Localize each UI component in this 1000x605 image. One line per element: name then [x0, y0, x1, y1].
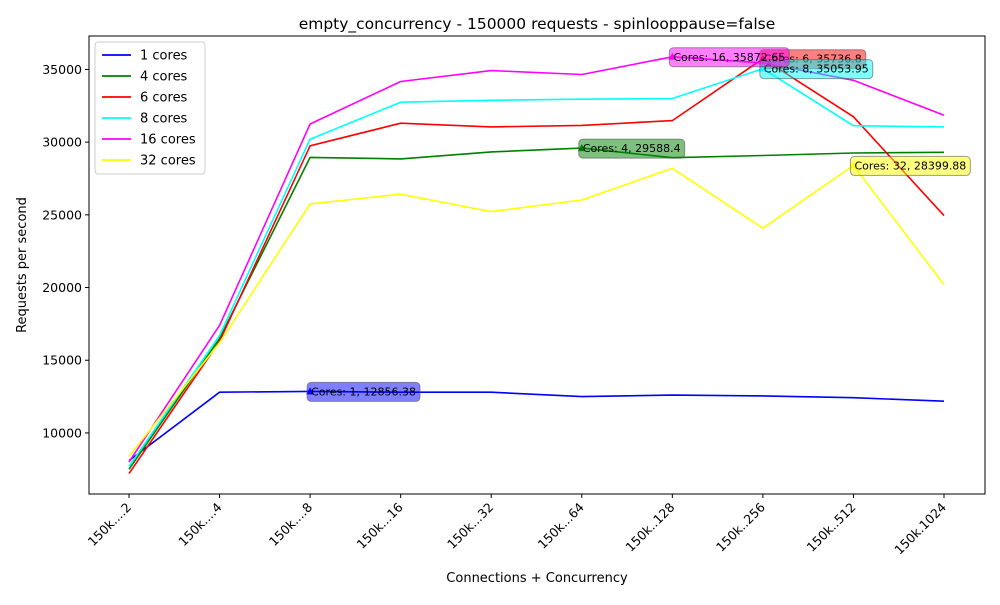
series-line-1-cores	[128, 390, 945, 462]
x-tick-label: 150k....4	[175, 499, 224, 548]
y-tick-label: 25000	[42, 207, 82, 222]
y-tick-label: 10000	[42, 425, 82, 440]
y-axis-label: Requests per second	[15, 197, 30, 333]
x-tick-label: 150k...16	[354, 499, 406, 551]
series-lines	[128, 55, 945, 475]
legend-box	[94, 41, 206, 175]
x-tick-label: 150k....8	[266, 499, 315, 548]
annotation-box	[578, 138, 686, 159]
x-axis-ticks: 150k....2 150k....4 150k....8 150k...16 150k…	[85, 494, 949, 557]
annotation-1-cores: Cores: 1, 12856.38	[306, 381, 421, 402]
x-tick-label: 150k..512	[803, 500, 858, 555]
x-tick-label: 150k...64	[535, 499, 587, 551]
chart-title: empty_concurrency - 150000 requests - sp…	[299, 15, 776, 34]
annotation-4-cores: Cores: 4, 29588.4	[578, 138, 686, 159]
y-tick-label: 20000	[42, 280, 82, 295]
legend-label-32-cores: 32 cores	[140, 154, 196, 169]
series-line-8-cores	[128, 67, 945, 467]
annotation-box	[668, 47, 790, 68]
annotations: Cores: 1, 12856.38 Cores: 4, 29588.4 Cores…	[306, 47, 971, 402]
plot-area	[88, 35, 986, 495]
x-axis-label: Connections + Concurrency	[446, 571, 628, 586]
y-tick-label: 15000	[42, 353, 82, 368]
x-tick-label: 150k..256	[713, 499, 768, 554]
y-tick-label: 30000	[42, 135, 82, 150]
legend-label-16-cores: 16 cores	[140, 133, 196, 148]
annotation-text: Cores: 32, 28399.88	[854, 159, 966, 172]
legend: 1 cores 4 cores 6 cores 8 cores 16 cores 32 c…	[94, 41, 206, 175]
legend-label-6-cores: 6 cores	[140, 91, 188, 106]
annotation-32-cores: Cores: 32, 28399.88	[849, 155, 971, 176]
annotation-text: Cores: 16, 35872.65	[673, 51, 785, 64]
x-tick-label: 150k..128	[622, 499, 677, 554]
x-tick-label: 150k.1024	[891, 499, 949, 557]
y-axis-ticks: 10000 15000 20000 25000 30000 35000	[42, 62, 89, 440]
legend-label-8-cores: 8 cores	[140, 112, 188, 127]
annotation-text: Cores: 4, 29588.4	[583, 142, 681, 155]
legend-label-1-cores: 1 cores	[140, 49, 188, 64]
x-tick-label: 150k....2	[85, 500, 134, 549]
legend-label-4-cores: 4 cores	[140, 70, 188, 85]
y-tick-label: 35000	[42, 62, 82, 77]
annotation-text: Cores: 1, 12856.38	[311, 385, 416, 398]
series-line-6-cores	[128, 57, 945, 475]
annotation-16-cores: Cores: 16, 35872.65	[668, 47, 790, 68]
annotation-box	[306, 381, 421, 402]
annotation-box	[849, 155, 971, 176]
series-line-4-cores	[128, 147, 945, 470]
x-tick-label: 150k...32	[444, 500, 496, 552]
annotation-text: Cores: 8, 35053.95	[764, 63, 869, 76]
series-line-32-cores	[128, 164, 945, 457]
